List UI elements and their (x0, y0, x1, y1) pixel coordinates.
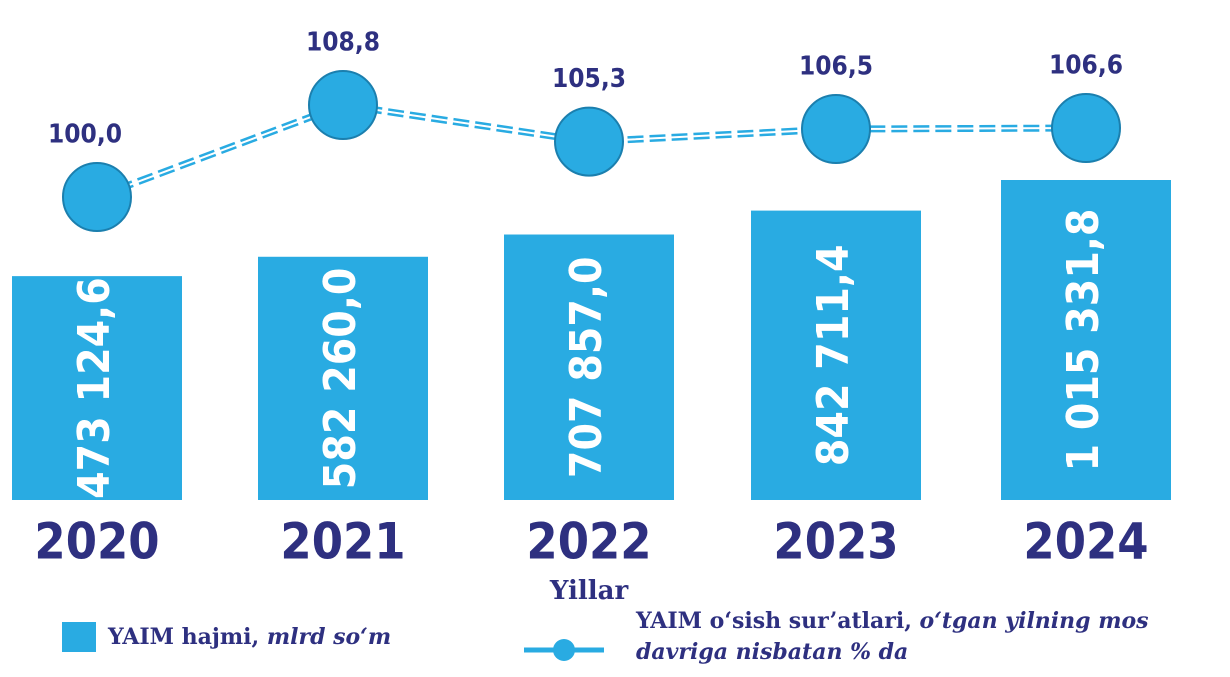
x-tick-label: 2023 (773, 513, 898, 571)
bar-value-label: 707 857,0 (561, 256, 612, 478)
x-tick-label: 2022 (526, 513, 651, 571)
bar-value-label: 842 711,4 (808, 244, 859, 466)
x-axis-label: Yillar (549, 576, 629, 606)
line-marker (554, 106, 624, 177)
line-marker (308, 70, 378, 140)
bar (258, 256, 428, 500)
legend-entry: YAIM hajmi, mlrd so‘m (108, 624, 392, 650)
legend-entry: YAIM o‘sish sur’atlari, o‘tgan yilning m… (636, 608, 1149, 665)
line-marker (801, 94, 871, 165)
line-value-label: 108,8 (306, 28, 380, 58)
line-marker (1051, 93, 1121, 163)
bar-value-label: 473 124,6 (69, 277, 120, 499)
line-value-label: 105,3 (552, 64, 626, 94)
bar (504, 234, 674, 500)
bar-value-label: 582 260,0 (315, 268, 366, 490)
line-value-label: 100,0 (48, 120, 122, 150)
line-value-label: 106,6 (1049, 51, 1123, 81)
line-value-label: 106,5 (799, 52, 873, 82)
bar-value-label: 1 015 331,8 (1058, 209, 1109, 472)
legend-marker (553, 639, 575, 661)
x-tick-label: 2020 (34, 513, 159, 571)
line-marker (62, 162, 132, 232)
legend-swatch (62, 622, 96, 652)
x-tick-label: 2021 (280, 513, 405, 571)
bar (1001, 180, 1171, 500)
bar (12, 276, 182, 500)
x-tick-label: 2024 (1023, 513, 1148, 571)
bar (751, 210, 921, 500)
